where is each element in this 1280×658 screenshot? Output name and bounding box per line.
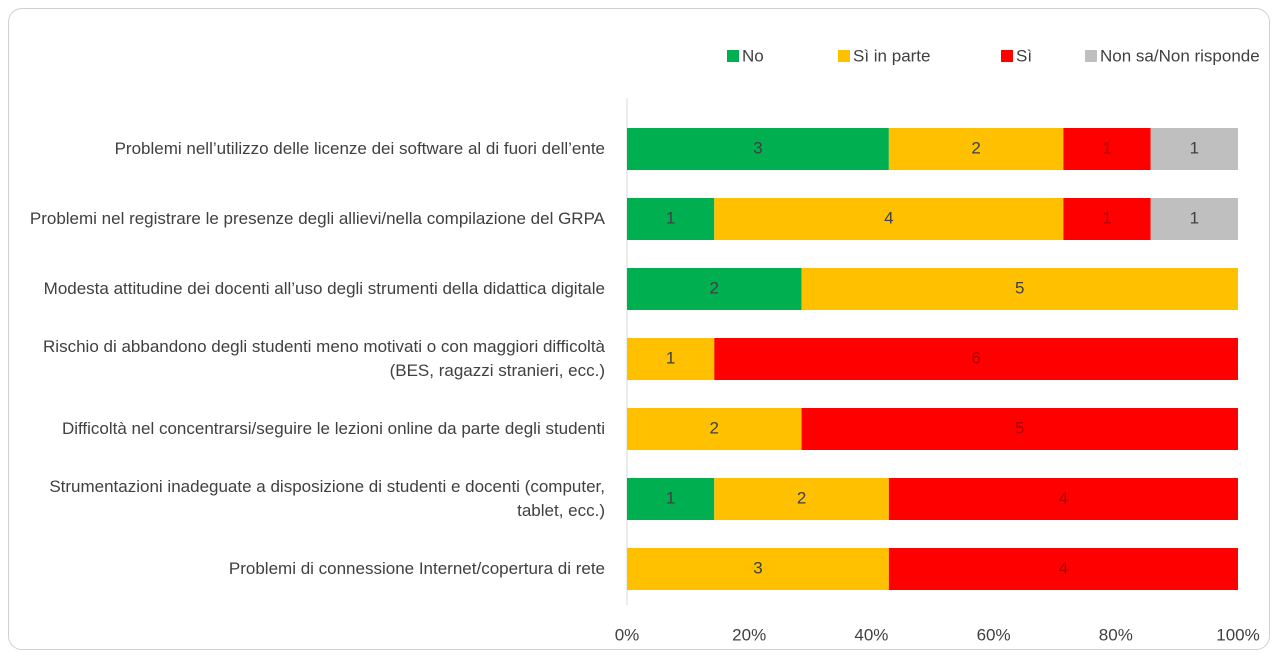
bar-segment bbox=[1063, 128, 1151, 170]
data-label: 2 bbox=[971, 138, 980, 157]
bar-segment bbox=[714, 338, 1238, 380]
bar-segment bbox=[627, 478, 715, 520]
legend-swatch bbox=[1001, 50, 1013, 62]
category-label: Problemi di connessione Internet/copertu… bbox=[228, 559, 605, 578]
data-label: 1 bbox=[1102, 138, 1111, 157]
data-label: 2 bbox=[710, 278, 719, 297]
data-label: 6 bbox=[971, 348, 980, 367]
category-label: Difficoltà nel concentrarsi/seguire le l… bbox=[61, 419, 605, 438]
bar-segment bbox=[1063, 198, 1151, 240]
category-label: Problemi nell’utilizzo delle licenze dei… bbox=[114, 139, 605, 158]
bar-segment bbox=[888, 478, 1238, 520]
data-label: 3 bbox=[753, 558, 762, 577]
x-tick-label: 60% bbox=[977, 625, 1011, 644]
bar-segment bbox=[627, 128, 889, 170]
bar-segment bbox=[1150, 198, 1238, 240]
chart-frame bbox=[8, 8, 1270, 650]
bar-segment bbox=[801, 268, 1238, 310]
data-label: 2 bbox=[710, 418, 719, 437]
bar-segment bbox=[1150, 128, 1238, 170]
category-label: Problemi nel registrare le presenze degl… bbox=[29, 209, 605, 228]
data-label: 5 bbox=[1015, 418, 1024, 437]
x-tick-label: 20% bbox=[732, 625, 766, 644]
bar-segment bbox=[888, 128, 1064, 170]
bar-segment bbox=[627, 408, 802, 450]
data-label: 2 bbox=[797, 488, 806, 507]
data-label: 1 bbox=[666, 208, 675, 227]
x-tick-label: 100% bbox=[1216, 625, 1259, 644]
bar-segment bbox=[627, 268, 802, 310]
data-label: 5 bbox=[1015, 278, 1024, 297]
bar-segment bbox=[714, 198, 1064, 240]
data-label: 1 bbox=[1102, 208, 1111, 227]
data-label: 1 bbox=[666, 488, 675, 507]
data-label: 1 bbox=[1190, 208, 1199, 227]
bar-segment bbox=[627, 338, 715, 380]
x-tick-label: 80% bbox=[1099, 625, 1133, 644]
x-tick-label: 40% bbox=[854, 625, 888, 644]
category-label: Modesta attitudine dei docenti all’uso d… bbox=[43, 279, 605, 298]
data-label: 1 bbox=[1190, 138, 1199, 157]
data-label: 1 bbox=[666, 348, 675, 367]
data-label: 3 bbox=[753, 138, 762, 157]
bar-segment bbox=[627, 198, 715, 240]
legend-swatch bbox=[838, 50, 850, 62]
bar-segment bbox=[714, 478, 889, 520]
legend-label: No bbox=[742, 46, 764, 65]
data-label: 4 bbox=[1059, 488, 1068, 507]
bar-segment bbox=[888, 548, 1238, 590]
legend-label: Sì in parte bbox=[853, 46, 931, 65]
category-label: Strumentazioni inadeguate a disposizione… bbox=[49, 477, 605, 520]
legend-label: Non sa/Non risponde bbox=[1100, 46, 1260, 65]
legend-swatch bbox=[727, 50, 739, 62]
x-tick-label: 0% bbox=[615, 625, 640, 644]
data-label: 4 bbox=[884, 208, 893, 227]
legend-swatch bbox=[1085, 50, 1097, 62]
category-label: Rischio di abbandono degli studenti meno… bbox=[43, 337, 605, 380]
bar-segment bbox=[627, 548, 889, 590]
bar-segment bbox=[801, 408, 1238, 450]
data-label: 4 bbox=[1059, 558, 1068, 577]
legend-label: Sì bbox=[1016, 46, 1032, 65]
